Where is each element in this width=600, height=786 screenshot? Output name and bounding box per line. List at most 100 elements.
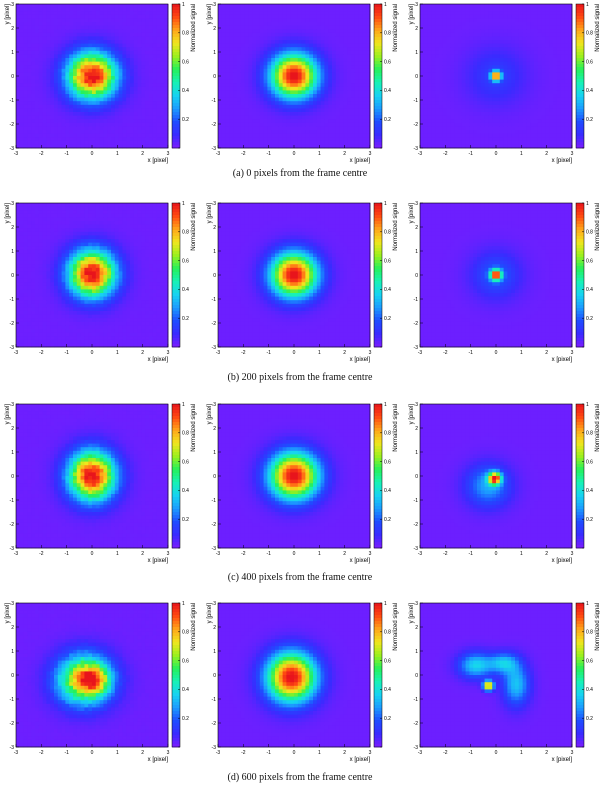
heatmap-cell: [19, 25, 24, 30]
heatmap-cell: [137, 130, 142, 134]
heatmap-cell: [541, 119, 546, 124]
heatmap-cell: [233, 14, 238, 19]
heatmap-cell: [530, 112, 535, 116]
heatmap-cell: [118, 137, 123, 142]
heatmap-cell: [480, 137, 485, 142]
heatmap-cell: [122, 101, 127, 106]
heatmap-cell: [46, 130, 51, 134]
heatmap-cell: [469, 40, 474, 44]
heatmap-cell: [221, 79, 226, 84]
heatmap-cell: [537, 54, 542, 59]
heatmap-cell: [568, 86, 573, 91]
heatmap-cell: [458, 137, 463, 142]
heatmap-cell: [297, 130, 302, 134]
heatmap-cell: [218, 36, 223, 41]
heatmap-cell: [107, 104, 112, 109]
heatmap-cell: [450, 115, 455, 120]
heatmap-cell: [290, 94, 295, 98]
heatmap-cell: [225, 86, 230, 91]
heatmap-cell: [313, 11, 318, 16]
heatmap-cell: [31, 83, 36, 88]
heatmap-cell: [518, 130, 523, 134]
heatmap-cell: [297, 58, 302, 62]
heatmap-cell: [107, 76, 112, 80]
heatmap-cell: [484, 29, 489, 34]
colorbar-cell: [172, 130, 180, 134]
heatmap-cell: [420, 47, 425, 52]
heatmap-cell: [362, 14, 367, 19]
heatmap-cell: [118, 43, 123, 48]
heatmap-cell: [76, 122, 81, 127]
heatmap-cell: [537, 137, 542, 142]
heatmap-cell: [240, 108, 245, 113]
heatmap-cell: [458, 112, 463, 116]
heatmap-cell: [427, 126, 432, 131]
heatmap-cell: [130, 54, 135, 59]
heatmap-cell: [240, 47, 245, 52]
heatmap-cell: [88, 22, 93, 26]
heatmap-cell: [50, 36, 55, 41]
heatmap-cell: [537, 130, 542, 134]
heatmap-cell: [240, 72, 245, 77]
heatmap-cell: [149, 94, 154, 98]
heatmap-cell: [229, 130, 234, 134]
heatmap-cell: [297, 43, 302, 48]
heatmap-cell: [446, 122, 451, 127]
heatmap-cell: [259, 50, 264, 55]
heatmap-cell: [244, 7, 249, 12]
heatmap-cell: [511, 122, 516, 127]
heatmap-cell: [61, 61, 66, 66]
heatmap-cell: [446, 47, 451, 52]
heatmap-cell: [164, 133, 169, 138]
heatmap-cell: [50, 133, 55, 138]
heatmap-cell: [366, 137, 371, 142]
heatmap-cell: [294, 72, 299, 77]
heatmap-cell: [99, 65, 104, 70]
heatmap-cell: [511, 137, 516, 142]
heatmap-cell: [358, 119, 363, 124]
colorbar-cell: [374, 127, 382, 131]
heatmap-cell: [38, 43, 43, 48]
heatmap-cell: [499, 72, 504, 77]
heatmap-cell: [339, 130, 344, 134]
heatmap-cell: [95, 54, 100, 59]
heatmap-cell: [122, 119, 127, 124]
colorbar-cell: [172, 100, 180, 104]
heatmap-cell: [290, 130, 295, 134]
heatmap-cell: [507, 83, 512, 88]
heatmap-cell: [320, 97, 325, 102]
heatmap-cell: [423, 97, 428, 102]
heatmap-cell: [324, 65, 329, 70]
heatmap-cell: [297, 11, 302, 16]
heatmap-cell: [316, 29, 321, 34]
heatmap-cell: [275, 76, 280, 80]
heatmap-cell: [499, 18, 504, 23]
heatmap-cell: [484, 133, 489, 138]
heatmap-cell: [271, 112, 276, 116]
heatmap-cell: [316, 14, 321, 19]
heatmap-cell: [133, 36, 138, 41]
heatmap-cell: [225, 97, 230, 102]
heatmap-cell: [248, 115, 253, 120]
heatmap-cell: [248, 32, 253, 37]
heatmap-cell: [480, 144, 485, 149]
heatmap-cell: [515, 76, 520, 80]
heatmap-cell: [42, 130, 47, 134]
heatmap-cell: [568, 65, 573, 70]
heatmap-cell: [263, 108, 268, 113]
heatmap-cell: [366, 133, 371, 138]
heatmap-cell: [282, 36, 287, 41]
heatmap-cell: [461, 50, 466, 55]
heatmap-cell: [515, 86, 520, 91]
heatmap-cell: [435, 112, 440, 116]
heatmap-cell: [218, 61, 223, 66]
heatmap-cell: [480, 115, 485, 120]
heatmap-cell: [149, 22, 154, 26]
heatmap-cell: [332, 54, 337, 59]
heatmap-cell: [57, 7, 62, 12]
heatmap-cell: [526, 72, 531, 77]
heatmap-cell: [141, 68, 146, 73]
heatmap-cell: [560, 126, 565, 131]
heatmap-cell: [358, 130, 363, 134]
heatmap-cell: [122, 83, 127, 88]
